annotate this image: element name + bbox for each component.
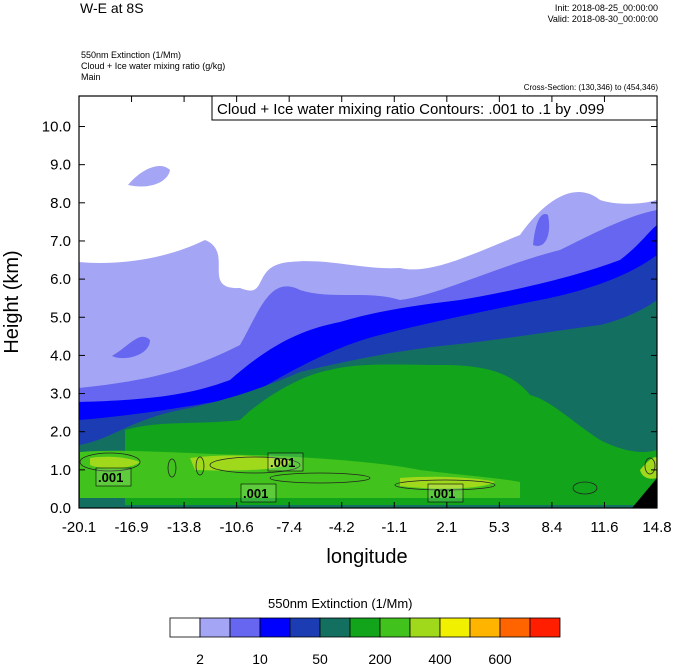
y-axis-label: Height (km) xyxy=(1,250,23,353)
x-tick-label: 11.6 xyxy=(590,519,618,536)
terrain-mask xyxy=(632,478,657,508)
contour-8 xyxy=(644,457,656,475)
x-axis: -20.1 -16.9 -13.8 -10.6 -7.4 -4.2 -1.1 2.1 5.3 8.… xyxy=(62,96,672,536)
y-axis: 0.0 1.0 2.0 3.0 4.0 5.0 6.0 7.0 8.0 9.0 10.0 xyxy=(42,119,657,517)
mixing-ratio-contours xyxy=(79,452,656,495)
y-tick-label: 5.0 xyxy=(50,309,71,326)
contour-6 xyxy=(195,456,205,476)
colorbar-swatch xyxy=(259,617,291,638)
x-tick-label: 2.1 xyxy=(436,519,457,536)
x-tick-label: 5.3 xyxy=(489,519,510,536)
variable-list: 550nm Extinction (1/Mm) Cloud + Ice wate… xyxy=(81,50,225,83)
x-tick-label: 14.8 xyxy=(642,519,671,536)
y-tick-label: 0.0 xyxy=(50,500,71,517)
colorbar-tick-label: 400 xyxy=(428,651,452,667)
contour-label-3: .001 xyxy=(243,486,268,501)
x-tick-label: -7.4 xyxy=(276,519,302,536)
cross-section-label: Cross-Section: (130,346) to (454,346) xyxy=(523,83,658,92)
extinction-field xyxy=(79,96,657,508)
colorbar-swatch xyxy=(409,617,441,638)
y-tick-label: 9.0 xyxy=(50,157,71,174)
contour-2 xyxy=(209,456,301,474)
x-tick-label: -4.2 xyxy=(329,519,355,536)
contour-label-group: .001 .001 .001 .001 xyxy=(95,452,464,503)
variable-extinction: 550nm Extinction (1/Mm) xyxy=(81,50,182,60)
x-tick-label: -10.6 xyxy=(220,519,254,536)
contour-1 xyxy=(79,452,141,472)
colorbar-tick-label: 200 xyxy=(368,651,392,667)
x-tick-label: -1.1 xyxy=(381,519,407,536)
y-tick-label: 3.0 xyxy=(50,386,71,403)
contour-info-box: Cloud + Ice water mixing ratio Contours:… xyxy=(211,95,658,121)
contour-label-4: .001 xyxy=(430,486,455,501)
colorbar-swatch xyxy=(499,617,531,638)
y-tick-label: 2.0 xyxy=(50,424,71,441)
contour-label-box-2 xyxy=(267,452,304,472)
colorbar-swatch xyxy=(349,617,381,638)
y-tick-label: 1.0 xyxy=(50,462,71,479)
valid-time: Valid: 2018-08-30_00:00:00 xyxy=(547,14,658,24)
time-info: Init: 2018-08-25_00:00:00 Valid: 2018-08… xyxy=(548,3,658,25)
contour-label-box-1 xyxy=(95,467,132,487)
contour-label-1: .001 xyxy=(98,470,123,485)
colorbar-tick-label: 600 xyxy=(488,651,512,667)
colorbar-swatch xyxy=(379,617,411,638)
x-tick-label: -20.1 xyxy=(62,519,96,536)
contour-label-box-4 xyxy=(427,483,464,503)
contour-label-2: .001 xyxy=(270,455,295,470)
x-tick-label: 8.4 xyxy=(541,519,562,536)
colorbar-swatch xyxy=(199,617,231,638)
y-tick-label: 7.0 xyxy=(50,233,71,250)
contour-4 xyxy=(394,479,496,491)
variable-cloud-ice: Cloud + Ice water mixing ratio (g/kg) xyxy=(81,61,226,71)
colorbar-swatch xyxy=(169,617,201,638)
variable-main: Main xyxy=(81,72,101,82)
colorbar-swatch xyxy=(289,617,321,638)
contour-3 xyxy=(269,472,371,484)
colorbar xyxy=(169,617,561,638)
contour-label-box-3 xyxy=(240,483,277,503)
colorbar-swatch xyxy=(319,617,351,638)
init-time: Init: 2018-08-25_00:00:00 xyxy=(554,3,658,13)
x-tick-label: -13.8 xyxy=(167,519,201,536)
y-tick-label: 4.0 xyxy=(50,347,71,364)
colorbar-tick-label: 2 xyxy=(196,651,204,667)
colorbar-swatch xyxy=(529,617,561,638)
colorbar-swatch xyxy=(469,617,501,638)
contour-5 xyxy=(167,458,177,478)
plot-title: W-E at 8S xyxy=(80,0,144,16)
y-tick-label: 10.0 xyxy=(42,119,71,136)
field-blob-medium-blue xyxy=(112,336,150,359)
colorbar-labels: 2 10 50 200 400 600 xyxy=(196,651,512,667)
x-tick-label: -16.9 xyxy=(114,519,148,536)
contour-7 xyxy=(572,481,598,495)
colorbar-title: 550nm Extinction (1/Mm) xyxy=(268,596,413,611)
field-blob-medium-blue-right xyxy=(533,214,550,246)
field-patch-lime-4 xyxy=(640,457,657,479)
field-patch-lime-1 xyxy=(190,455,291,471)
colorbar-swatch xyxy=(229,617,261,638)
field-blob-lavender-top xyxy=(128,165,170,187)
colorbar-swatch xyxy=(439,617,471,638)
field-patch-lime-3 xyxy=(400,476,495,489)
contour-info-background xyxy=(211,95,658,121)
x-axis-label: longitude xyxy=(326,546,407,568)
colorbar-tick-label: 50 xyxy=(312,651,328,667)
colorbar-tick-label: 10 xyxy=(252,651,268,667)
y-tick-label: 8.0 xyxy=(50,195,71,212)
y-tick-label: 6.0 xyxy=(50,271,71,288)
contour-info-text: Cloud + Ice water mixing ratio Contours:… xyxy=(217,101,604,118)
field-patch-lime-2 xyxy=(90,456,140,469)
